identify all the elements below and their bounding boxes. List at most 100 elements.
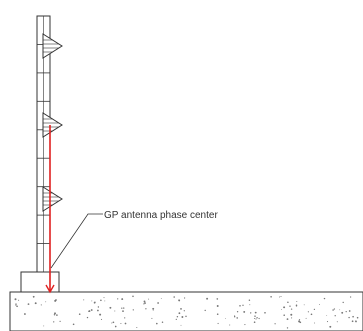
ground-speckle [109, 306, 112, 309]
ground-speckle [45, 301, 47, 303]
ground-speckle [143, 300, 146, 303]
ground-speckle [307, 311, 309, 313]
ground-speckle [15, 303, 17, 305]
ground-speckle [104, 300, 106, 302]
ground-speckle [117, 298, 119, 300]
ground-speckle [27, 303, 30, 305]
ground-speckle [18, 299, 20, 301]
ground-speckle [204, 309, 206, 312]
ground-speckle [332, 309, 334, 311]
ground-speckle [152, 307, 155, 310]
ground-speckle [352, 315, 354, 318]
ground-speckle [34, 302, 37, 305]
ground-speckle [239, 305, 241, 307]
ground-speckle [94, 301, 96, 304]
ground-speckle [53, 314, 56, 316]
ground-speckle [151, 317, 153, 319]
ground-speckle [112, 321, 115, 324]
ground-speckle [333, 308, 336, 310]
ground-speckle [123, 307, 125, 309]
ground-speckle [88, 310, 90, 312]
ground-speckle [32, 295, 35, 298]
ground-speckles [14, 295, 359, 329]
ground-speckle [121, 298, 124, 301]
antenna-middle [42, 112, 63, 138]
ground-speckle [184, 297, 186, 299]
ground-speckle [97, 309, 99, 312]
ground-speckle [40, 304, 42, 306]
ground-speckle [216, 313, 219, 316]
ground-speckle [249, 304, 251, 306]
ground-speckle [114, 310, 116, 312]
ground-speckle [53, 321, 55, 323]
ground-speckle [290, 313, 293, 316]
ground-speckle [336, 321, 338, 323]
ground-speckle [339, 309, 341, 311]
ground-speckle [348, 316, 350, 319]
ground-speckle [114, 325, 117, 328]
ground-speckle [256, 317, 258, 319]
ground-speckle [206, 297, 209, 300]
ground-speckle [86, 316, 89, 319]
ground-speckle [326, 315, 328, 316]
ground-speckle [326, 321, 329, 323]
ground-speckle [280, 295, 282, 298]
ground-speckle [286, 327, 289, 329]
ground-speckle [287, 301, 289, 303]
ground-speckle [157, 302, 159, 304]
ground-speckle [176, 315, 179, 318]
ground-speckle [148, 298, 150, 300]
ground-speckle [254, 315, 256, 317]
ground-speckle [124, 322, 127, 325]
ground-speckle [303, 304, 305, 306]
ground-speckle [329, 325, 332, 328]
ground-speckle [23, 313, 26, 315]
ground-speckle [180, 324, 182, 326]
ground-speckle [351, 320, 354, 323]
ground-speckle [236, 317, 238, 319]
ground-speckle [124, 317, 126, 319]
ground-speckle [234, 315, 236, 317]
ground-speckle [43, 325, 45, 327]
ground-speckle [111, 322, 113, 324]
ground-speckle [310, 313, 313, 316]
ground-speckle [243, 310, 246, 313]
ground-speckle [356, 316, 359, 319]
ground-speckle [255, 318, 257, 320]
ground-speckle [283, 306, 286, 309]
ground-speckle [173, 296, 175, 298]
ground-speckle [183, 310, 185, 312]
mast-base-pad [20, 271, 60, 293]
ground-speckle [161, 321, 164, 324]
ground-speckle [136, 326, 138, 329]
ground-speckle [132, 309, 134, 311]
ground-speckle [296, 301, 298, 302]
annotation-leader-line [50, 213, 103, 269]
ground-speckle [313, 308, 316, 311]
ground-speckle [160, 298, 162, 299]
ground-speckle [144, 302, 146, 304]
ground-speckle [264, 311, 266, 314]
ground-speckle [286, 318, 289, 320]
ground-speckle [279, 296, 280, 298]
ground-speckle [342, 301, 344, 304]
ground-speckle [244, 324, 246, 326]
ground-speckle [298, 319, 301, 321]
ground-speckle [59, 320, 61, 323]
ground-speckle [349, 296, 352, 298]
ground-speckle [185, 315, 187, 318]
ground-speckle [283, 314, 285, 316]
ground-speckle [120, 322, 122, 325]
ground-speckle [16, 305, 18, 308]
ground-speckle [341, 311, 344, 314]
ground-speckle [56, 314, 58, 316]
ground-speckle [100, 299, 102, 302]
ground-speckle [216, 298, 219, 300]
ground-speckle [100, 318, 103, 320]
ground-speckle [258, 317, 260, 320]
ground-speckle [145, 308, 147, 310]
ground-speckle [295, 304, 298, 306]
ground-speckle [217, 322, 219, 325]
ground-speckle [152, 309, 154, 311]
